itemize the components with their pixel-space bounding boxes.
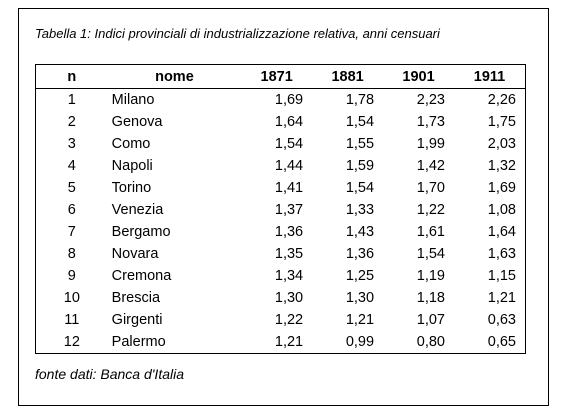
cell-1901: 0,80 bbox=[416, 334, 445, 350]
cell-1911: 2,03 bbox=[487, 136, 516, 152]
cell-nome: Cremona bbox=[111, 268, 172, 284]
industrialization-table: n nome 1871 1881 1901 1911 1 Milano 1,69… bbox=[35, 64, 526, 354]
cell-1911: 1,32 bbox=[487, 158, 516, 174]
cell-1911: 1,69 bbox=[487, 180, 516, 196]
cell-1901: 1,61 bbox=[416, 224, 445, 240]
header-1901: 1901 bbox=[383, 64, 454, 89]
table-row: 5 Torino 1,41 1,54 1,70 1,69 bbox=[36, 177, 526, 199]
cell-n: 4 bbox=[67, 158, 76, 174]
cell-nome: Torino bbox=[111, 180, 152, 196]
source-footnote: fonte dati: Banca d'Italia bbox=[35, 366, 184, 382]
cell-nome: Novara bbox=[111, 246, 159, 262]
cell-n: 7 bbox=[67, 224, 76, 240]
cell-n: 1 bbox=[67, 92, 76, 108]
document-frame bbox=[18, 8, 549, 406]
cell-1881: 1,30 bbox=[345, 290, 375, 306]
cell-1911: 2,26 bbox=[487, 92, 516, 108]
cell-1911: 1,15 bbox=[487, 268, 516, 284]
cell-nome: Genova bbox=[111, 114, 163, 130]
cell-nome: Napoli bbox=[111, 158, 153, 174]
cell-n: 3 bbox=[67, 136, 76, 152]
cell-1911: 1,63 bbox=[487, 246, 516, 262]
cell-1911: 1,21 bbox=[487, 290, 516, 306]
cell-1871: 1,34 bbox=[274, 268, 304, 284]
cell-1871: 1,22 bbox=[274, 312, 304, 328]
cell-1871: 1,41 bbox=[274, 180, 304, 196]
cell-nome: Como bbox=[111, 136, 151, 152]
cell-n: 12 bbox=[63, 334, 80, 350]
cell-1881: 1,21 bbox=[345, 312, 375, 328]
cell-n: 2 bbox=[67, 114, 76, 130]
cell-1871: 1,64 bbox=[274, 114, 304, 130]
table-row: 6 Venezia 1,37 1,33 1,22 1,08 bbox=[36, 199, 526, 221]
cell-1881: 1,78 bbox=[345, 92, 375, 108]
cell-1871: 1,21 bbox=[274, 334, 304, 350]
cell-nome: Bergamo bbox=[111, 224, 171, 240]
header-n: n bbox=[35, 64, 108, 89]
header-row: n nome 1871 1881 1901 1911 bbox=[35, 64, 526, 89]
header-1871: 1871 bbox=[241, 64, 313, 89]
header-nome: nome bbox=[107, 64, 242, 89]
cell-1881: 1,59 bbox=[345, 158, 375, 174]
cell-1881: 1,55 bbox=[345, 136, 375, 152]
cell-1901: 1,70 bbox=[416, 180, 445, 196]
cell-n: 8 bbox=[67, 246, 76, 262]
cell-1901: 1,54 bbox=[416, 246, 445, 262]
cell-nome: Brescia bbox=[111, 290, 161, 306]
cell-1881: 1,33 bbox=[345, 202, 375, 218]
table-row: 7 Bergamo 1,36 1,43 1,61 1,64 bbox=[36, 221, 526, 243]
cell-1901: 1,22 bbox=[416, 202, 445, 218]
table-row: 3 Como 1,54 1,55 1,99 2,03 bbox=[36, 133, 526, 155]
cell-nome: Girgenti bbox=[111, 312, 163, 328]
cell-1871: 1,36 bbox=[274, 224, 304, 240]
cell-1881: 1,54 bbox=[345, 114, 375, 130]
cell-1911: 1,08 bbox=[487, 202, 516, 218]
table-row: 12 Palermo 1,21 0,99 0,80 0,65 bbox=[36, 331, 526, 354]
table-row: 8 Novara 1,35 1,36 1,54 1,63 bbox=[36, 243, 526, 265]
table-caption: Tabella 1: Indici provinciali di industr… bbox=[35, 26, 440, 41]
cell-1881: 0,99 bbox=[345, 334, 375, 350]
table-row: 2 Genova 1,64 1,54 1,73 1,75 bbox=[36, 111, 526, 133]
cell-n: 11 bbox=[64, 312, 80, 328]
cell-1901: 1,42 bbox=[416, 158, 445, 174]
cell-1901: 1,73 bbox=[416, 114, 445, 130]
cell-1901: 1,99 bbox=[416, 136, 445, 152]
cell-n: 5 bbox=[67, 180, 76, 196]
cell-1881: 1,54 bbox=[345, 180, 375, 196]
cell-1911: 0,63 bbox=[487, 312, 516, 328]
table-row: 11 Girgenti 1,22 1,21 1,07 0,63 bbox=[36, 309, 526, 331]
cell-1871: 1,54 bbox=[274, 136, 304, 152]
cell-1911: 1,75 bbox=[487, 114, 516, 130]
cell-1901: 1,18 bbox=[416, 290, 445, 306]
header-1911: 1911 bbox=[454, 64, 526, 89]
cell-1881: 1,36 bbox=[345, 246, 375, 262]
cell-1911: 1,64 bbox=[487, 224, 516, 240]
cell-1871: 1,37 bbox=[274, 202, 304, 218]
cell-1871: 1,35 bbox=[274, 246, 304, 262]
cell-1901: 1,19 bbox=[416, 268, 445, 284]
cell-nome: Palermo bbox=[111, 334, 166, 350]
cell-1881: 1,25 bbox=[345, 268, 375, 284]
table-row: 9 Cremona 1,34 1,25 1,19 1,15 bbox=[36, 265, 526, 287]
cell-1871: 1,69 bbox=[274, 92, 304, 108]
cell-n: 10 bbox=[63, 290, 80, 306]
cell-1871: 1,30 bbox=[274, 290, 304, 306]
cell-1911: 0,65 bbox=[487, 334, 516, 350]
cell-n: 9 bbox=[67, 268, 76, 284]
cell-1901: 2,23 bbox=[416, 92, 445, 108]
table-row: 4 Napoli 1,44 1,59 1,42 1,32 bbox=[36, 155, 526, 177]
table-row: 1 Milano 1,69 1,78 2,23 2,26 bbox=[36, 89, 526, 112]
header-1881: 1881 bbox=[312, 64, 384, 89]
cell-1901: 1,07 bbox=[416, 312, 445, 328]
cell-nome: Venezia bbox=[111, 202, 164, 218]
cell-1871: 1,44 bbox=[274, 158, 304, 174]
cell-nome: Milano bbox=[111, 92, 155, 108]
table-row: 10 Brescia 1,30 1,30 1,18 1,21 bbox=[36, 287, 526, 309]
cell-1881: 1,43 bbox=[345, 224, 375, 240]
cell-n: 6 bbox=[67, 202, 76, 218]
